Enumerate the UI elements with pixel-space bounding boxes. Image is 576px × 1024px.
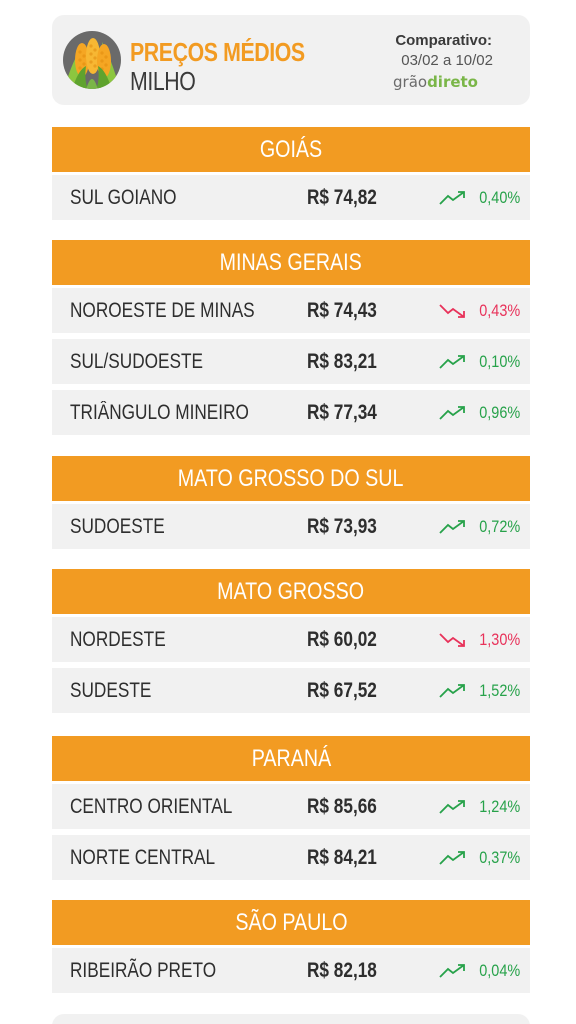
change-indicator: 0,72%: [438, 504, 520, 549]
trend-up-icon: [438, 190, 468, 206]
trend-down-icon: [438, 303, 468, 319]
region-header: MINAS GERAIS: [52, 240, 530, 285]
region-header: PARANÁ: [52, 736, 530, 781]
subregion-name: CENTRO ORIENTAL: [70, 795, 233, 818]
title-line1: PREÇOS MÉDIOS: [130, 37, 305, 67]
price-row: TRIÂNGULO MINEIRO R$ 77,34 0,96%: [52, 390, 530, 435]
change-indicator: 0,40%: [438, 175, 520, 220]
change-percent: 1,30%: [479, 629, 520, 649]
price-value: R$ 74,82: [307, 186, 377, 209]
subregion-name: SUL/SUDOESTE: [70, 350, 204, 373]
region-header: SÃO PAULO: [52, 900, 530, 945]
price-row: SUL GOIANO R$ 74,82 0,40%: [52, 175, 530, 220]
price-row: NORDESTE R$ 60,02 1,30%: [52, 617, 530, 662]
trend-up-icon: [438, 799, 468, 815]
price-value: R$ 67,52: [307, 679, 377, 702]
price-value: R$ 77,34: [307, 401, 377, 424]
change-indicator: 1,30%: [438, 617, 520, 662]
change-indicator: 0,10%: [438, 339, 520, 384]
subregion-name: NORTE CENTRAL: [70, 846, 216, 869]
trend-up-icon: [438, 354, 468, 370]
trend-up-icon: [438, 519, 468, 535]
region-title: SÃO PAULO: [234, 909, 348, 936]
subregion-name: NOROESTE DE MINAS: [70, 299, 255, 322]
change-indicator: 0,96%: [438, 390, 520, 435]
change-percent: 0,10%: [479, 351, 520, 371]
corn-logo-icon: [63, 31, 121, 89]
trend-up-icon: [438, 963, 468, 979]
comparison-label: Comparativo:: [395, 32, 492, 49]
change-percent: 0,72%: [479, 516, 520, 536]
region-header: MATO GROSSO: [52, 569, 530, 614]
change-percent: 0,37%: [479, 847, 520, 867]
price-row: CENTRO ORIENTAL R$ 85,66 1,24%: [52, 784, 530, 829]
trend-up-icon: [438, 850, 468, 866]
region-header: MATO GROSSO DO SUL: [52, 456, 530, 501]
region-header: GOIÁS: [52, 127, 530, 172]
subregion-name: SUDESTE: [70, 679, 152, 702]
price-value: R$ 83,21: [307, 350, 377, 373]
subregion-name: RIBEIRÃO PRETO: [70, 959, 217, 982]
subregion-name: SUL GOIANO: [70, 186, 177, 209]
region-title: GOIÁS: [259, 136, 323, 163]
change-indicator: 0,04%: [438, 948, 520, 993]
region-title: MATO GROSSO DO SUL: [178, 465, 404, 492]
price-value: R$ 82,18: [307, 959, 377, 982]
subregion-name: SUDOESTE: [70, 515, 165, 538]
price-value: R$ 85,66: [307, 795, 377, 818]
change-percent: 0,96%: [479, 402, 520, 422]
price-row: NOROESTE DE MINAS R$ 74,43 0,43%: [52, 288, 530, 333]
price-row: SUDOESTE R$ 73,93 0,72%: [52, 504, 530, 549]
change-indicator: 1,24%: [438, 784, 520, 829]
title-line2: MILHO: [130, 66, 196, 96]
change-percent: 1,52%: [479, 680, 520, 700]
region-title: PARANÁ: [251, 745, 331, 772]
change-indicator: 0,37%: [438, 835, 520, 880]
trend-up-icon: [438, 683, 468, 699]
change-indicator: 0,43%: [438, 288, 520, 333]
subregion-name: TRIÂNGULO MINEIRO: [70, 401, 249, 424]
change-indicator: 1,52%: [438, 668, 520, 713]
brand-logo: grãodireto: [393, 73, 478, 91]
subregion-name: NORDESTE: [70, 628, 166, 651]
brand-part1: grão: [393, 73, 428, 91]
price-row: RIBEIRÃO PRETO R$ 82,18 0,04%: [52, 948, 530, 993]
brand-part2: direto: [427, 73, 478, 91]
change-percent: 0,40%: [479, 187, 520, 207]
footer-card: [52, 1014, 530, 1024]
price-value: R$ 84,21: [307, 846, 377, 869]
change-percent: 0,04%: [479, 960, 520, 980]
comparison-dates: 03/02 a 10/02: [401, 52, 493, 69]
price-value: R$ 74,43: [307, 299, 377, 322]
change-percent: 1,24%: [479, 796, 520, 816]
trend-down-icon: [438, 632, 468, 648]
price-value: R$ 60,02: [307, 628, 377, 651]
region-title: MINAS GERAIS: [219, 249, 363, 276]
price-value: R$ 73,93: [307, 515, 377, 538]
price-row: SUL/SUDOESTE R$ 83,21 0,10%: [52, 339, 530, 384]
change-percent: 0,43%: [479, 300, 520, 320]
trend-up-icon: [438, 405, 468, 421]
region-title: MATO GROSSO: [217, 578, 365, 605]
price-row: SUDESTE R$ 67,52 1,52%: [52, 668, 530, 713]
header-card: PREÇOS MÉDIOS MILHO Comparativo: 03/02 a…: [52, 15, 530, 105]
price-row: NORTE CENTRAL R$ 84,21 0,37%: [52, 835, 530, 880]
